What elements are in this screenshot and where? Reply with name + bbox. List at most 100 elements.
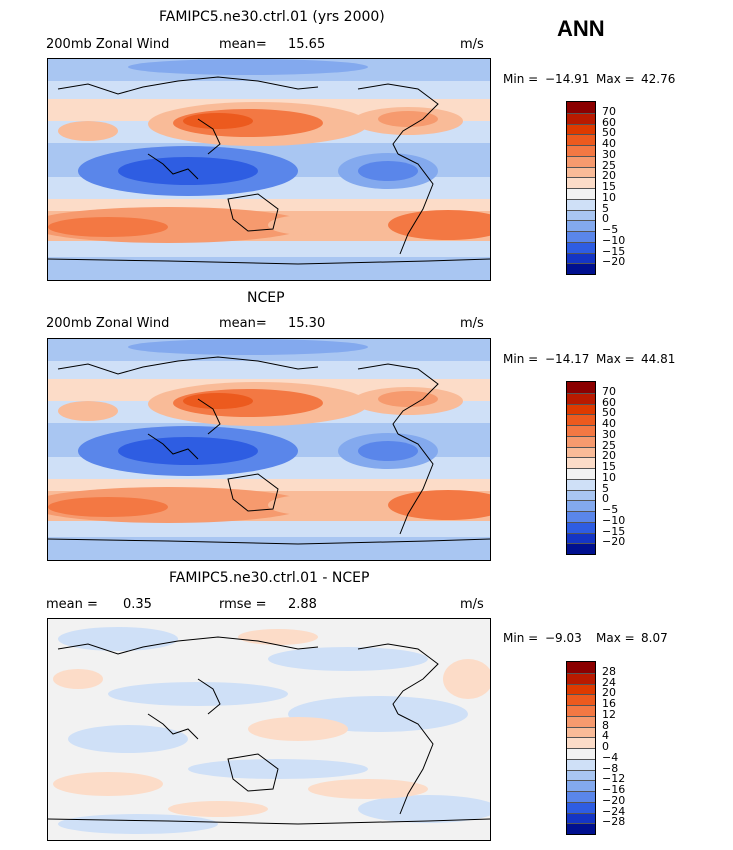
colorbar-swatch xyxy=(567,543,595,554)
panel-2-mean-label: mean= xyxy=(219,316,267,331)
colorbar-swatch xyxy=(567,252,595,264)
colorbar-swatch xyxy=(567,102,595,113)
colorbar-tick-label: −5 xyxy=(602,503,619,516)
colorbar-tick-label: −10 xyxy=(602,513,626,527)
panel-3-max-value: 8.07 xyxy=(641,631,668,645)
colorbar-swatch xyxy=(567,511,595,522)
colorbar-tick-label: 8 xyxy=(602,718,609,732)
panel-1-mean-label: mean= xyxy=(219,37,267,52)
colorbar-swatch xyxy=(567,780,595,791)
colorbar-swatch xyxy=(567,812,595,824)
colorbar-tick-label: 15 xyxy=(602,180,616,193)
season-label: ANN xyxy=(557,16,605,41)
panel-1-colorbar xyxy=(566,101,596,275)
colorbar-swatch xyxy=(567,758,595,770)
colorbar-swatch xyxy=(567,220,595,231)
panel-1-map xyxy=(47,58,491,281)
colorbar-swatch xyxy=(567,134,595,145)
colorbar-swatch xyxy=(567,748,595,759)
panel-2-min-label: Min = xyxy=(503,352,539,366)
panel-3-map xyxy=(47,618,491,841)
panel-2-min-value: −14.17 xyxy=(545,352,590,366)
colorbar-swatch xyxy=(567,737,595,748)
colorbar-tick-label: −28 xyxy=(602,815,626,829)
colorbar-tick-label: 30 xyxy=(602,147,616,161)
colorbar-swatch xyxy=(567,478,595,490)
colorbar-tick-label: −15 xyxy=(602,244,626,258)
colorbar-swatch xyxy=(567,801,595,813)
colorbar-tick-label: −20 xyxy=(602,535,626,549)
colorbar-swatch xyxy=(567,457,595,468)
panel-3-rmse-value: 2.88 xyxy=(288,597,317,612)
colorbar-swatch xyxy=(567,425,595,436)
colorbar-tick-label: −8 xyxy=(602,761,619,775)
colorbar-tick-label: 20 xyxy=(602,169,616,183)
colorbar-tick-label: 28 xyxy=(602,664,616,678)
colorbar-swatch xyxy=(567,683,595,695)
panel-3-units: m/s xyxy=(460,597,484,612)
colorbar-swatch xyxy=(567,662,595,673)
panel-3-min-label: Min = xyxy=(503,631,539,645)
colorbar-swatch xyxy=(567,500,595,511)
colorbar-tick-label: −24 xyxy=(602,804,626,818)
panel-1-units: m/s xyxy=(460,37,484,52)
panel-2-map xyxy=(47,338,491,561)
colorbar-swatch xyxy=(567,241,595,253)
colorbar-tick-label: 16 xyxy=(602,697,616,710)
colorbar-swatch xyxy=(567,155,595,167)
colorbar-tick-label: 70 xyxy=(602,104,616,118)
colorbar-tick-label: 20 xyxy=(602,449,616,463)
colorbar-tick-label: 15 xyxy=(602,460,616,473)
colorbar-tick-label: −5 xyxy=(602,223,619,236)
panel-1-min-value: −14.91 xyxy=(545,72,590,86)
colorbar-tick-label: −12 xyxy=(602,772,626,786)
colorbar-tick-label: 0 xyxy=(602,212,609,226)
panel-1-min-label: Min = xyxy=(503,72,539,86)
panel-1-mean-value: 15.65 xyxy=(288,37,326,52)
colorbar-tick-label: −20 xyxy=(602,255,626,269)
panel-2-variable-label: 200mb Zonal Wind xyxy=(46,316,170,331)
colorbar-swatch xyxy=(567,188,595,199)
colorbar-swatch xyxy=(567,177,595,188)
colorbar-swatch xyxy=(567,263,595,274)
colorbar-swatch xyxy=(567,446,595,458)
colorbar-tick-label: −20 xyxy=(602,793,626,807)
colorbar-swatch xyxy=(567,435,595,447)
colorbar-tick-label: 40 xyxy=(602,417,616,430)
colorbar-swatch xyxy=(567,403,595,415)
colorbar-tick-label: −15 xyxy=(602,524,626,538)
colorbar-swatch xyxy=(567,532,595,544)
colorbar-swatch xyxy=(567,823,595,834)
panel-2-max-label: Max = xyxy=(596,352,635,366)
colorbar-tick-label: 60 xyxy=(602,115,616,129)
colorbar-tick-label: 25 xyxy=(602,158,616,172)
colorbar-swatch xyxy=(567,705,595,716)
colorbar-tick-label: −10 xyxy=(602,233,626,247)
colorbar-tick-label: 25 xyxy=(602,438,616,452)
panel-2-max-value: 44.81 xyxy=(641,352,676,366)
colorbar-tick-label: 50 xyxy=(602,406,616,420)
panel-2-title: NCEP xyxy=(247,290,285,306)
colorbar-tick-label: −4 xyxy=(602,750,619,764)
panel-1-max-label: Max = xyxy=(596,72,635,86)
colorbar-tick-label: 60 xyxy=(602,395,616,409)
colorbar-swatch xyxy=(567,489,595,501)
colorbar-swatch xyxy=(567,198,595,210)
panel-3-contour-field xyxy=(48,619,490,840)
colorbar-tick-label: −16 xyxy=(602,783,626,796)
colorbar-swatch xyxy=(567,166,595,178)
panel-3-mean-value: 0.35 xyxy=(123,597,152,612)
colorbar-tick-label: 4 xyxy=(602,729,609,743)
colorbar-tick-label: 0 xyxy=(602,740,609,753)
panel-2-units: m/s xyxy=(460,316,484,331)
panel-3-min-value: −9.03 xyxy=(545,631,582,645)
colorbar-swatch xyxy=(567,112,595,124)
colorbar-swatch xyxy=(567,694,595,705)
colorbar-tick-label: 20 xyxy=(602,686,616,700)
panel-2-colorbar xyxy=(566,381,596,555)
colorbar-swatch xyxy=(567,231,595,242)
colorbar-tick-label: 10 xyxy=(602,470,616,484)
panel-3-colorbar xyxy=(566,661,596,835)
colorbar-tick-label: 10 xyxy=(602,190,616,204)
colorbar-tick-label: 50 xyxy=(602,126,616,140)
